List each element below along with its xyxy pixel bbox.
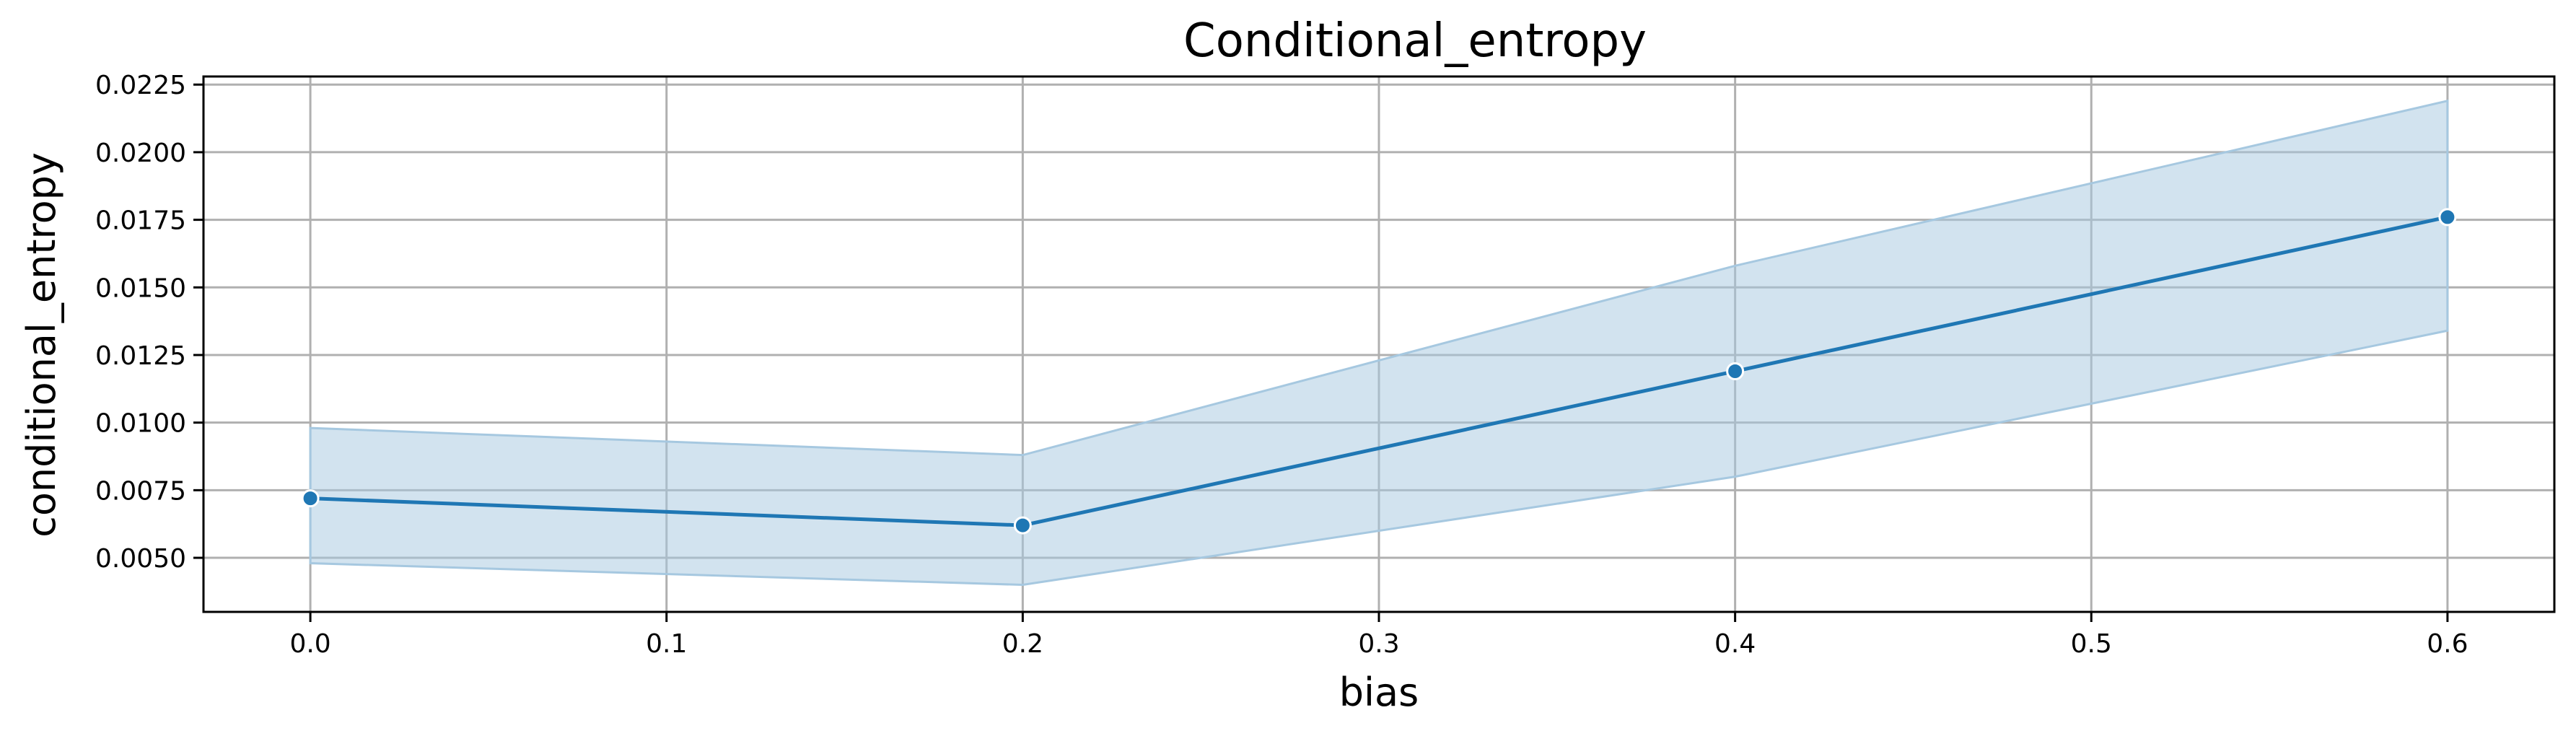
y-tick-label: 0.0150 [95, 273, 186, 303]
series-line [310, 215, 2448, 527]
data-point-layer [301, 208, 2457, 535]
data-point [2438, 208, 2457, 227]
x-axis-label: bias [1339, 670, 1419, 715]
chart-title: Conditional_entropy [1183, 14, 1647, 68]
y-tick-label: 0.0075 [95, 476, 186, 506]
x-tick-label: 0.0 [289, 629, 330, 659]
y-tick-label: 0.0200 [95, 139, 186, 168]
confidence-band [309, 99, 2449, 587]
data-point [1013, 516, 1032, 535]
x-tick-label: 0.6 [2427, 629, 2468, 659]
x-tick-label: 0.3 [1358, 629, 1399, 659]
y-tick-label: 0.0125 [95, 341, 186, 371]
ticks: 0.0 0.1 0.2 0.3 0.4 0.5 0.6 0.0050 0.0075 0.0100 0… [95, 71, 2468, 659]
y-tick-label: 0.0175 [95, 206, 186, 236]
series-line-layer [310, 215, 2448, 527]
x-tick-label: 0.2 [1002, 629, 1043, 659]
x-tick-label: 0.1 [646, 629, 687, 659]
y-tick-label: 0.0100 [95, 409, 186, 439]
y-axis-label: conditional_entropy [19, 152, 64, 538]
confidence-band-layer [309, 99, 2449, 587]
data-point [1726, 362, 1745, 380]
data-point [301, 489, 320, 508]
x-tick-label: 0.4 [1714, 629, 1756, 659]
y-tick-label: 0.0225 [95, 71, 186, 100]
y-tick-label: 0.0050 [95, 544, 186, 574]
x-tick-label: 0.5 [2071, 629, 2112, 659]
